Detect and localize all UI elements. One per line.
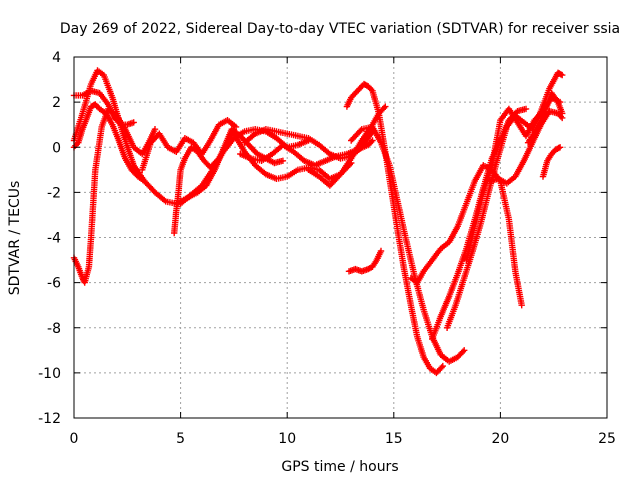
- series-markers: [139, 117, 240, 173]
- gridlines: [74, 57, 607, 418]
- x-tick-label: 10: [278, 431, 296, 447]
- x-tick-label: 20: [491, 431, 509, 447]
- x-tick-label: 15: [385, 431, 403, 447]
- data-points: [70, 67, 566, 377]
- series-markers: [70, 67, 193, 207]
- y-tick-label: -10: [38, 366, 61, 382]
- y-tick-label: 4: [52, 50, 61, 66]
- y-tick-label: -12: [38, 411, 61, 427]
- x-axis-label: GPS time / hours: [281, 459, 398, 475]
- series-arc-15: [345, 247, 385, 275]
- y-axis-label: SDTVAR / TECUs: [7, 181, 23, 296]
- x-tick-label: 5: [176, 431, 185, 447]
- series-markers: [539, 144, 564, 180]
- y-tick-label: 2: [52, 95, 61, 111]
- series-arc-14: [348, 123, 468, 365]
- series-markers: [348, 123, 468, 365]
- y-tick-label: -2: [47, 185, 61, 201]
- y-tick-label: -6: [47, 276, 61, 292]
- series-arc-21: [524, 89, 566, 146]
- y-tick-label: -8: [47, 321, 61, 337]
- series-markers: [524, 89, 566, 146]
- y-tick-label: 0: [52, 140, 61, 156]
- series-arc-22: [539, 144, 564, 180]
- x-tick-label: 0: [70, 431, 79, 447]
- chart-title: Day 269 of 2022, Sidereal Day-to-day VTE…: [60, 21, 620, 37]
- series-arc-5: [139, 117, 240, 173]
- x-tick-label: 25: [598, 431, 616, 447]
- series-markers: [345, 247, 385, 275]
- series-arc-1: [70, 67, 193, 207]
- series-arc-13: [343, 80, 446, 377]
- y-tick-label: -4: [47, 231, 61, 247]
- series-markers: [343, 80, 446, 377]
